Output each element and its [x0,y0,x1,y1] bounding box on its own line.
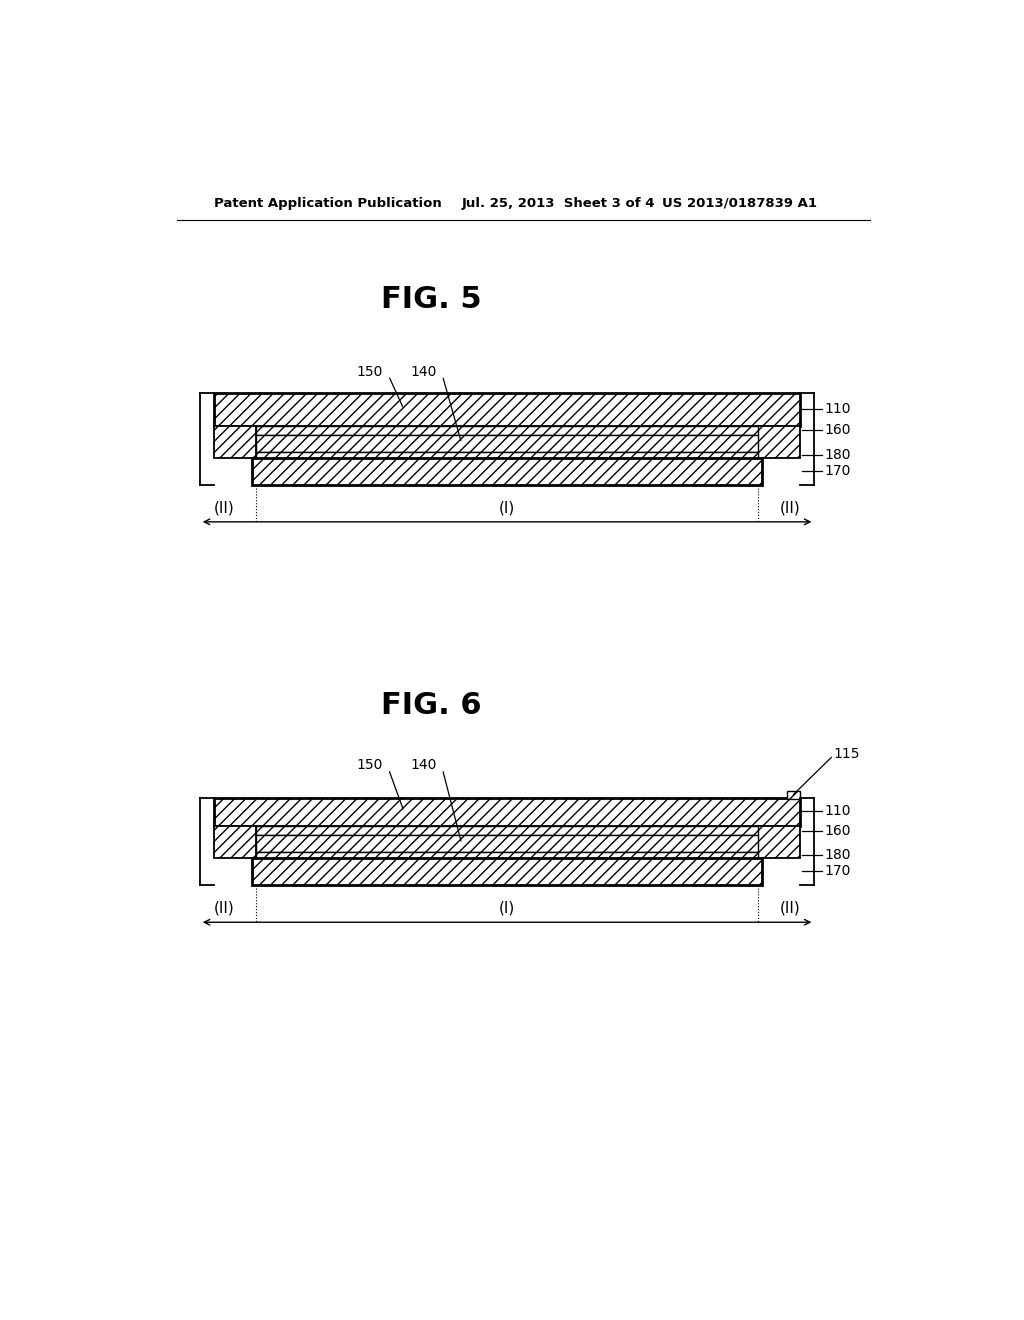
Bar [758,826,801,858]
Bar [758,425,801,458]
Text: 115: 115 [834,747,860,762]
Text: US 2013/0187839 A1: US 2013/0187839 A1 [662,197,817,210]
Bar [214,797,801,826]
Text: (II): (II) [213,900,234,916]
Text: 150: 150 [356,758,382,772]
Text: 170: 170 [824,865,851,878]
Text: 180: 180 [824,849,851,862]
Text: 140: 140 [410,758,436,772]
Bar [214,826,256,858]
Text: Patent Application Publication: Patent Application Publication [214,197,441,210]
Text: (II): (II) [213,500,234,516]
Text: 160: 160 [824,824,851,838]
Bar [786,792,801,799]
Text: 110: 110 [824,403,851,416]
Text: 160: 160 [824,424,851,437]
Text: (II): (II) [780,500,801,516]
Text: 180: 180 [824,447,851,462]
Bar [256,826,758,836]
Text: FIG. 6: FIG. 6 [381,690,481,719]
Bar [252,458,762,484]
Bar [256,425,758,434]
Bar [256,853,758,858]
Bar [256,434,758,451]
Bar [252,858,762,886]
Text: 150: 150 [356,364,382,379]
Text: Jul. 25, 2013  Sheet 3 of 4: Jul. 25, 2013 Sheet 3 of 4 [462,197,655,210]
Bar [214,425,256,458]
Text: (I): (I) [499,500,515,516]
Text: 110: 110 [824,804,851,818]
Text: 170: 170 [824,465,851,478]
Text: (II): (II) [780,900,801,916]
Text: FIG. 5: FIG. 5 [381,285,481,314]
Bar [214,393,801,425]
Bar [256,451,758,458]
Bar [256,836,758,853]
Text: (I): (I) [499,900,515,916]
Text: 140: 140 [410,364,436,379]
